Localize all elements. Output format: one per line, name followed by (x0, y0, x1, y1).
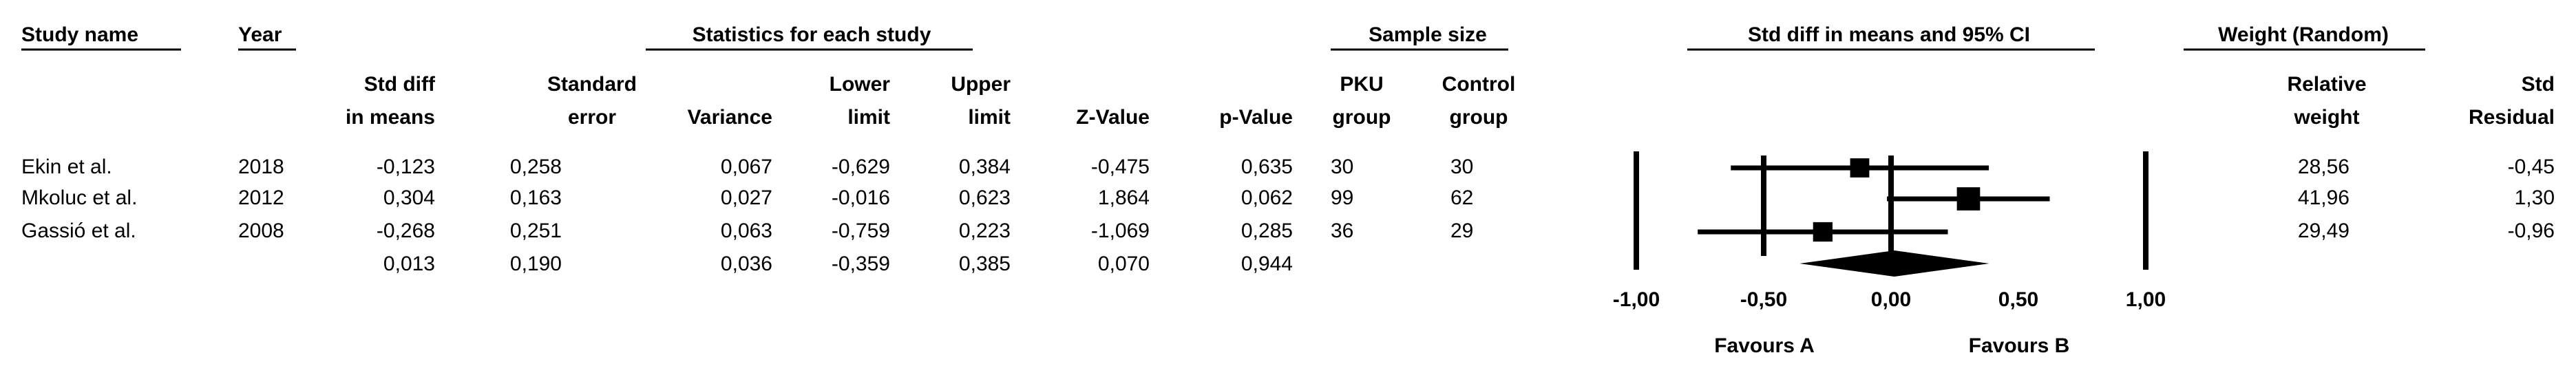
column-header: group (1450, 106, 1508, 129)
study-name: Ekin et al. (21, 156, 112, 178)
year: 2018 (238, 156, 284, 178)
stat-value: -0,268 (377, 219, 435, 242)
header-sample: Sample size (1369, 23, 1487, 46)
column-header: weight (2294, 106, 2360, 129)
stat-value: 0,384 (959, 156, 1011, 178)
stat-value: -0,629 (832, 156, 890, 178)
stat-value: 1,864 (1098, 186, 1150, 209)
weight-value: 1,30 (2515, 186, 2555, 209)
weight-value: 28,56 (2298, 156, 2350, 178)
effect-square (1956, 187, 1981, 211)
header-weight: Weight (Random) (2218, 23, 2389, 46)
stat-value: 0,067 (721, 156, 772, 178)
column-header: Lower (830, 73, 891, 96)
column-header: limit (968, 106, 1011, 129)
column-header: Upper (951, 73, 1011, 96)
stat-value: 0,251 (510, 219, 562, 242)
sample-value: 99 (1331, 186, 1353, 209)
header-year: Year (238, 23, 282, 46)
column-header: Residual (2469, 106, 2555, 129)
column-header: Control (1442, 73, 1516, 96)
favours-right: Favours B (1969, 334, 2070, 357)
stat-value: 0,304 (383, 186, 435, 209)
summary-diamond (1799, 250, 1989, 277)
stat-value: 0,944 (1241, 253, 1293, 275)
stat-value: 0,063 (721, 219, 772, 242)
year: 2008 (238, 219, 284, 242)
column-header: Relative (2287, 73, 2366, 96)
column-header: Variance (688, 106, 772, 129)
column-header: limit (847, 106, 890, 129)
weight-value: -0,45 (2508, 156, 2555, 178)
column-header: Std (2522, 73, 2555, 96)
stat-value: 0,163 (510, 186, 562, 209)
study-name: Mkoluc et al. (21, 186, 137, 209)
column-header: in means (346, 106, 435, 129)
stat-value: -1,069 (1091, 219, 1150, 242)
column-header: Standard (547, 73, 637, 96)
column-header: p-Value (1219, 106, 1293, 129)
x-tick-label: -1,00 (1613, 288, 1660, 311)
stat-value: 0,062 (1241, 186, 1293, 209)
stat-value: -0,759 (832, 219, 890, 242)
sample-value: 62 (1450, 186, 1473, 209)
stat-value: -0,123 (377, 156, 435, 178)
favours-left: Favours A (1714, 334, 1815, 357)
column-header: group (1333, 106, 1391, 129)
x-tick-label: 1,00 (2126, 288, 2166, 311)
stat-value: 0,385 (959, 253, 1011, 275)
x-tick-label: 0,50 (1998, 288, 2038, 311)
column-header: Z-Value (1076, 106, 1150, 129)
year: 2012 (238, 186, 284, 209)
header-plot: Std diff in means and 95% CI (1748, 23, 2030, 46)
stat-value: -0,016 (832, 186, 890, 209)
stat-value: 0,190 (510, 253, 562, 275)
stat-value: 0,036 (721, 253, 772, 275)
sample-value: 29 (1450, 219, 1473, 242)
study-name: Gassió et al. (21, 219, 136, 242)
stat-value: -0,475 (1091, 156, 1150, 178)
stat-value: 0,013 (383, 253, 435, 275)
stat-value: 0,623 (959, 186, 1011, 209)
header-statistics: Statistics for each study (693, 23, 931, 46)
stat-value: 0,070 (1098, 253, 1150, 275)
effect-square (1813, 222, 1833, 242)
sample-value: 30 (1450, 156, 1473, 178)
column-header: error (568, 106, 616, 129)
stat-value: -0,359 (832, 253, 890, 275)
stat-value: 0,258 (510, 156, 562, 178)
weight-value: 29,49 (2298, 219, 2350, 242)
weight-value: -0,96 (2508, 219, 2555, 242)
x-tick-label: -0,50 (1740, 288, 1787, 311)
column-header: PKU (1340, 73, 1383, 96)
effect-square (1850, 158, 1870, 178)
stat-value: 0,285 (1241, 219, 1293, 242)
sample-value: 36 (1331, 219, 1353, 242)
x-tick-label: 0,00 (1871, 288, 1911, 311)
stat-value: 0,635 (1241, 156, 1293, 178)
stat-value: 0,027 (721, 186, 772, 209)
sample-value: 30 (1331, 156, 1353, 178)
header-study: Study name (21, 23, 138, 46)
stat-value: 0,223 (959, 219, 1011, 242)
column-header: Std diff (364, 73, 436, 96)
weight-value: 41,96 (2298, 186, 2350, 209)
